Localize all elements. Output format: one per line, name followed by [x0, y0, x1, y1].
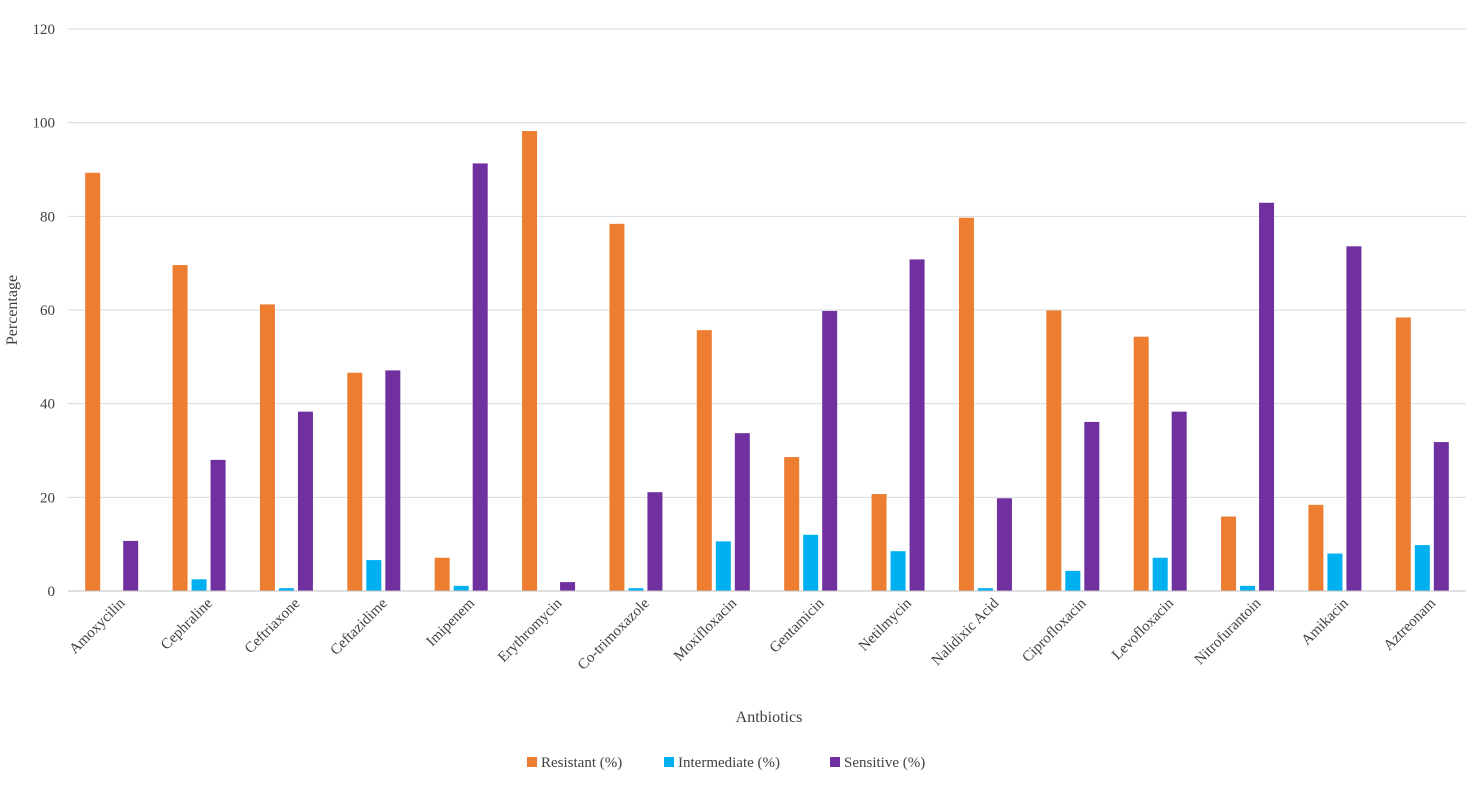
bar-sensitive-amikacin	[1346, 246, 1362, 591]
bar-resistant-gentamicin	[784, 457, 800, 591]
bar-resistant-ceftazidime	[347, 372, 363, 591]
x-tick-label: Aztreonam	[1381, 595, 1440, 654]
bar-resistant-levofloxacin	[1133, 336, 1149, 591]
gridlines	[68, 28, 1466, 498]
legend-label: Resistant (%)	[541, 755, 622, 771]
y-tick-label: 120	[33, 22, 56, 38]
bar-intermediate-co-trimoxazole	[628, 588, 644, 591]
x-tick-label: Co-trimoxazole	[575, 595, 653, 673]
bar-intermediate-netilmycin	[890, 551, 906, 591]
y-axis-ticks: 0 20 40 60 80 100 120	[33, 22, 56, 600]
bar-intermediate-nitrofurantoin	[1240, 585, 1256, 591]
bar-sensitive-levofloxacin	[1171, 411, 1187, 591]
bar-sensitive-amoxycilin	[123, 540, 139, 591]
x-tick-label: Cephraline	[158, 595, 216, 653]
bar-intermediate-amikacin	[1327, 553, 1343, 591]
bar-sensitive-nalidixic-acid	[996, 498, 1012, 591]
bar-resistant-nitrofurantoin	[1221, 516, 1237, 591]
bar-intermediate-ciprofloxacin	[1065, 570, 1081, 591]
bar-intermediate-nalidixic-acid	[977, 588, 993, 591]
x-axis-category-labels: Amoxycilin Cephraline Ceftriaxone Ceftazidi…	[67, 595, 1440, 673]
bar-sensitive-ciprofloxacin	[1084, 421, 1100, 591]
legend-label: Intermediate (%)	[678, 755, 780, 771]
bar-resistant-nalidixic-acid	[958, 217, 974, 591]
bar-resistant-aztreonam	[1395, 317, 1411, 591]
x-tick-label: Nalidixic Acid	[929, 595, 1003, 669]
bar-intermediate-ceftazidime	[366, 560, 382, 591]
bar-sensitive-ceftriaxone	[297, 411, 313, 591]
y-tick-label: 60	[40, 303, 55, 319]
bar-intermediate-moxifloxacin	[715, 541, 731, 591]
bar-sensitive-cephraline	[210, 459, 226, 591]
legend-label: Sensitive (%)	[844, 755, 925, 771]
bar-resistant-ceftriaxone	[259, 304, 275, 591]
bar-sensitive-gentamicin	[822, 310, 838, 591]
x-tick-label: Imipenem	[424, 595, 479, 650]
x-tick-label: Moxifloxacin	[671, 595, 740, 664]
legend-swatch	[527, 757, 537, 767]
bar-resistant-ciprofloxacin	[1046, 310, 1062, 591]
bar-resistant-amikacin	[1308, 504, 1324, 591]
bar-sensitive-erythromycin	[560, 582, 576, 591]
bar-sensitive-moxifloxacin	[734, 433, 750, 591]
bar-intermediate-aztreonam	[1414, 545, 1430, 591]
bar-resistant-co-trimoxazole	[609, 223, 625, 591]
bar-intermediate-imipenem	[453, 585, 469, 591]
x-tick-label: Nitrofurantoin	[1192, 595, 1265, 668]
x-tick-label: Amikacin	[1299, 595, 1352, 648]
legend-swatch	[664, 757, 674, 767]
x-tick-label: Gentamicin	[767, 595, 828, 656]
x-tick-label: Netilmycin	[856, 595, 915, 654]
bar-sensitive-netilmycin	[909, 259, 925, 591]
y-tick-label: 0	[48, 584, 56, 600]
y-tick-label: 100	[33, 116, 56, 132]
bar-resistant-imipenem	[434, 557, 450, 591]
bar-resistant-amoxycilin	[85, 172, 101, 592]
bar-intermediate-levofloxacin	[1152, 557, 1168, 591]
bar-resistant-erythromycin	[522, 131, 538, 591]
bar-resistant-cephraline	[172, 265, 188, 591]
bar-intermediate-ceftriaxone	[278, 588, 294, 591]
bar-sensitive-ceftazidime	[385, 370, 401, 591]
x-tick-label: Levofloxacin	[1109, 595, 1177, 663]
x-tick-label: Ceftazidime	[327, 595, 390, 658]
y-tick-label: 80	[40, 209, 55, 225]
bar-resistant-netilmycin	[871, 494, 887, 591]
legend: Resistant (%) Intermediate (%) Sensitive (…	[527, 755, 925, 771]
bars	[85, 131, 1449, 592]
legend-swatch	[830, 757, 840, 767]
y-tick-label: 20	[40, 490, 55, 506]
bar-sensitive-aztreonam	[1433, 442, 1449, 591]
bar-sensitive-nitrofurantoin	[1259, 202, 1275, 592]
bar-sensitive-imipenem	[472, 163, 488, 591]
bar-intermediate-cephraline	[191, 579, 207, 591]
bar-intermediate-gentamicin	[803, 534, 819, 591]
x-tick-label: Amoxycilin	[67, 595, 129, 657]
x-tick-label: Ceftriaxone	[242, 595, 304, 657]
y-axis-title: Percentage	[4, 275, 21, 345]
x-tick-label: Erythromycin	[495, 595, 566, 666]
y-tick-label: 40	[40, 397, 55, 413]
bar-resistant-moxifloxacin	[696, 330, 712, 591]
x-tick-label: Ciprofloxacin	[1019, 595, 1090, 666]
x-axis-title: Antbiotics	[736, 709, 803, 726]
bar-sensitive-co-trimoxazole	[647, 492, 663, 591]
